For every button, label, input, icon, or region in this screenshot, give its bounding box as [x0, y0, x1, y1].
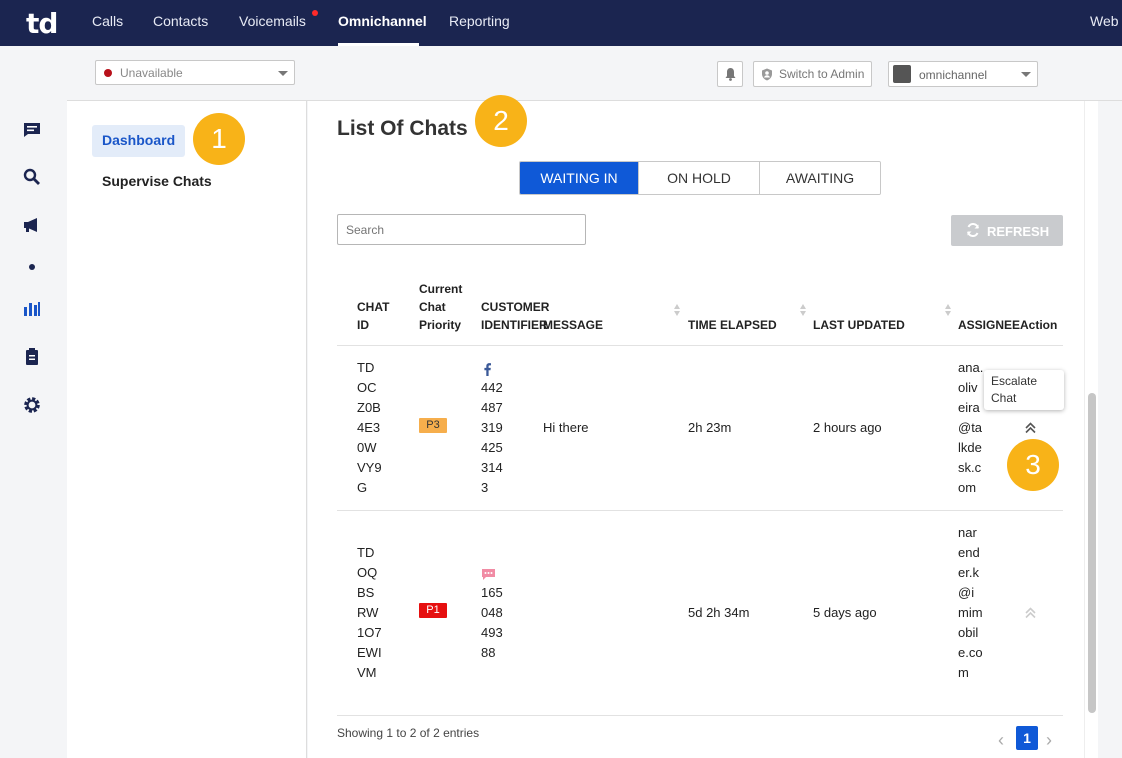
column-header-assignee[interactable]: ASSIGNEE [958, 318, 1021, 332]
escalate-chat-icon[interactable] [1025, 606, 1036, 624]
logo: td [26, 7, 58, 40]
row-2-assignee: narender.k@imimobile.com [958, 525, 983, 680]
row-1-time-elapsed: 2h 23m [688, 420, 732, 435]
status-label: Unavailable [120, 66, 183, 80]
refresh-icon [967, 223, 979, 237]
nav-omnichannel[interactable]: Omnichannel [338, 13, 427, 29]
main-panel: List Of Chats 2 WAITING IN ON HOLD AWAIT… [308, 95, 1098, 758]
nav-contacts[interactable]: Contacts [153, 13, 209, 29]
toolbar: Unavailable Switch to Admin omnichannel [67, 46, 1122, 101]
row-1-chat-id: TDOCZ0B4E30WVY9G [357, 360, 382, 495]
user-select[interactable]: omnichannel [888, 61, 1038, 87]
row-2-last-updated: 5 days ago [813, 605, 877, 620]
page-title: List Of Chats [337, 117, 468, 140]
entries-summary: Showing 1 to 2 of 2 entries [337, 726, 480, 740]
megaphone-icon[interactable] [22, 215, 42, 235]
header-divider [337, 345, 1063, 346]
column-header-message[interactable]: MESSAGE [543, 318, 604, 332]
row-1-assignee: ana.oliveira@talkdesk.com [958, 360, 984, 495]
column-header-last-updated[interactable]: LAST UPDATED [813, 318, 905, 332]
sms-icon [481, 568, 496, 586]
escalate-chat-icon[interactable] [1025, 421, 1036, 439]
chat-icon[interactable] [22, 120, 42, 140]
column-header-time-elapsed[interactable]: TIME ELAPSED [688, 318, 777, 332]
sort-elapsed-icon[interactable] [800, 304, 807, 316]
facebook-icon [484, 363, 491, 381]
nav-web[interactable]: Web [1090, 13, 1119, 29]
chevron-left-icon[interactable]: ‹ [998, 730, 1004, 750]
vertical-scrollbar[interactable] [1084, 101, 1098, 758]
callout-1: 1 [193, 113, 245, 165]
chevron-right-icon[interactable]: › [1046, 730, 1052, 750]
sort-updated-icon[interactable] [945, 304, 952, 316]
sidebar-item-supervise-chats[interactable]: Supervise Chats [102, 173, 212, 189]
tab-awaiting[interactable]: AWAITING [760, 162, 880, 194]
nav-reporting[interactable]: Reporting [449, 13, 510, 29]
callout-3: 3 [1007, 439, 1059, 491]
sort-message-icon[interactable] [674, 304, 681, 316]
avatar [893, 65, 911, 83]
row-1-customer-id: 4424873194253143 [481, 380, 503, 495]
bell-icon [725, 68, 735, 81]
column-header-customer[interactable]: CUSTOMER IDENTIFIER [481, 300, 550, 332]
column-header-action: Action [1020, 318, 1058, 332]
pagination-page-1[interactable]: 1 [1016, 726, 1038, 750]
top-nav: td Calls Contacts Voicemails Omnichannel… [0, 0, 1122, 46]
sidebar-item-dashboard[interactable]: Dashboard [92, 125, 186, 157]
status-select[interactable]: Unavailable [95, 60, 295, 85]
clipboard-icon[interactable] [22, 347, 42, 367]
active-nav-indicator [338, 43, 419, 46]
user-label: omnichannel [919, 68, 988, 82]
tab-waiting-in[interactable]: WAITING IN [520, 162, 639, 194]
row-divider [337, 715, 1063, 716]
row-2-chat-id: TDOQBSRW1O7EWIVM [357, 545, 382, 680]
row-2-time-elapsed: 5d 2h 34m [688, 605, 750, 620]
column-header-priority[interactable]: Current Chat Priority [419, 282, 463, 332]
search-input[interactable] [337, 214, 586, 245]
refresh-label: REFRESH [987, 224, 1050, 239]
refresh-button[interactable]: REFRESH [951, 215, 1063, 246]
voicemail-notification-dot [312, 10, 318, 16]
row-2-priority-badge: P1 [419, 603, 447, 618]
status-dot [104, 69, 112, 77]
nav-calls[interactable]: Calls [92, 13, 124, 29]
switch-to-admin-button[interactable]: Switch to Admin [753, 61, 872, 87]
reports-icon[interactable] [22, 299, 42, 319]
shield-user-icon [762, 68, 772, 81]
gear-icon[interactable] [22, 395, 42, 415]
chat-status-tabs: WAITING IN ON HOLD AWAITING [519, 161, 881, 195]
right-gutter [1098, 101, 1122, 758]
row-2-customer-id: 16504849388 [481, 585, 503, 660]
switch-to-admin-label: Switch to Admin [779, 67, 865, 81]
chevron-down-icon [278, 71, 288, 76]
row-1-last-updated: 2 hours ago [813, 420, 882, 435]
left-rail [0, 46, 67, 758]
dot-icon[interactable] [22, 257, 42, 277]
row-1-priority-badge: P3 [419, 418, 447, 433]
side-panel: Dashboard Supervise Chats 1 [67, 101, 307, 758]
column-header-chat-id[interactable]: CHAT ID [357, 300, 390, 332]
callout-2: 2 [475, 95, 527, 147]
scrollbar-thumb[interactable] [1088, 393, 1096, 713]
notifications-button[interactable] [717, 61, 743, 87]
nav-voicemails[interactable]: Voicemails [239, 13, 306, 29]
tab-on-hold[interactable]: ON HOLD [639, 162, 760, 194]
escalate-chat-tooltip: Escalate Chat [984, 370, 1064, 410]
row-divider [337, 510, 1063, 511]
row-1-message: Hi there [543, 420, 589, 435]
chevron-down-icon [1021, 72, 1031, 77]
search-icon[interactable] [22, 167, 42, 187]
